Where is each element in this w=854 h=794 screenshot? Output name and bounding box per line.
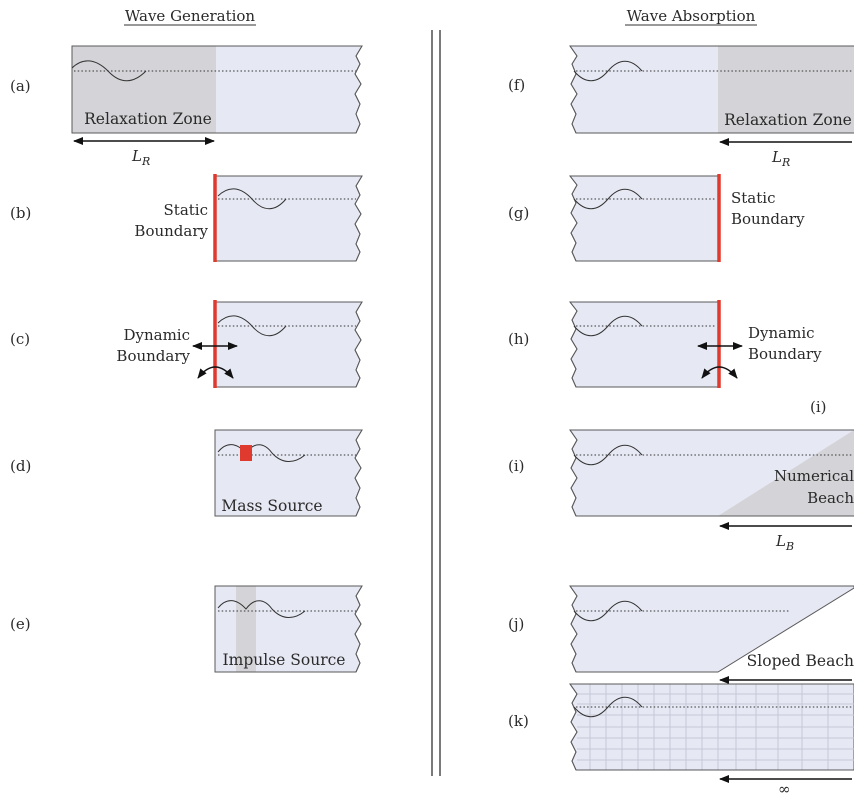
panel-tag: (g) [508,204,529,222]
mass-source-label: Mass Source [221,497,322,515]
rotation-arrow [197,366,234,379]
wave-crest [573,600,643,622]
impulse-source-label: Impulse Source [223,651,346,669]
boundary-label: Boundary [731,210,805,228]
relaxation-zone-label: Relaxation Zone [84,110,212,128]
wave-crest [573,315,643,337]
panel-tag: (b) [10,204,31,222]
wave-crest [217,188,287,210]
panel-tag: (h) [508,330,529,348]
static-label: Static [731,189,775,207]
panel-f: (f) Relaxation Zone LR [508,45,854,169]
panel-tag: (c) [10,330,30,348]
panel-tag: (k) [508,712,529,730]
dynamic-label: Dynamic [748,324,815,342]
panel-d: (d) Mass Source [10,429,363,517]
boundary-label: Boundary [116,347,190,365]
infinity-label: ∞ [778,780,791,794]
header-wave-generation: Wave Generation [125,7,256,25]
panel-tag: (j) [508,615,524,633]
impulse-source-zone [236,586,256,672]
wave-crest [217,444,306,462]
panel-tag: (d) [10,457,31,475]
relaxation-zone-label: Relaxation Zone [724,111,852,129]
panel-e: (e) Impulse Source [10,585,363,673]
wave-crest [573,60,643,82]
boundary-label: Boundary [134,222,208,240]
panel-b: (b) Static Boundary [10,174,363,262]
length-label: LR [131,147,150,168]
dynamic-label: Dynamic [123,326,190,344]
rotation-arrow [701,366,738,379]
mass-source-block [240,445,252,461]
panel-tag: (a) [10,77,31,95]
panel-tag: (i) [810,398,827,416]
boundary-label: Boundary [748,345,822,363]
panel-tag: (i) [508,457,525,475]
sloped-beach-label: Sloped Beach [747,652,854,670]
panel-h: (h) Dynamic Boundary (i) [508,300,827,416]
panel-i: (i) Numerical Beach LB [508,429,854,553]
panel-tag: (e) [10,615,31,633]
panel-c: (c) Dynamic Boundary [10,300,363,388]
wave-crest [217,315,287,337]
beach-label: Beach [807,489,854,507]
length-label: LB [775,532,794,553]
wave-crest [217,600,306,618]
numerical-label: Numerical [774,467,854,485]
relaxation-zone [72,46,216,133]
panel-k: (k) [508,683,854,794]
panel-a: (a) Relaxation Zone LR [10,45,363,168]
static-label: Static [164,201,208,219]
wave-crest [573,188,643,210]
length-label: LR [771,148,790,169]
panel-tag: (f) [508,76,525,94]
wave-crest [71,60,147,82]
mesh-grid [577,684,854,770]
relaxation-zone [718,46,854,133]
wave-crest [573,444,643,466]
header-wave-absorption: Wave Absorption [627,7,756,25]
wave-crest [573,696,643,718]
numerical-beach-zone [718,430,854,516]
panel-g: (g) Static Boundary [508,174,805,262]
